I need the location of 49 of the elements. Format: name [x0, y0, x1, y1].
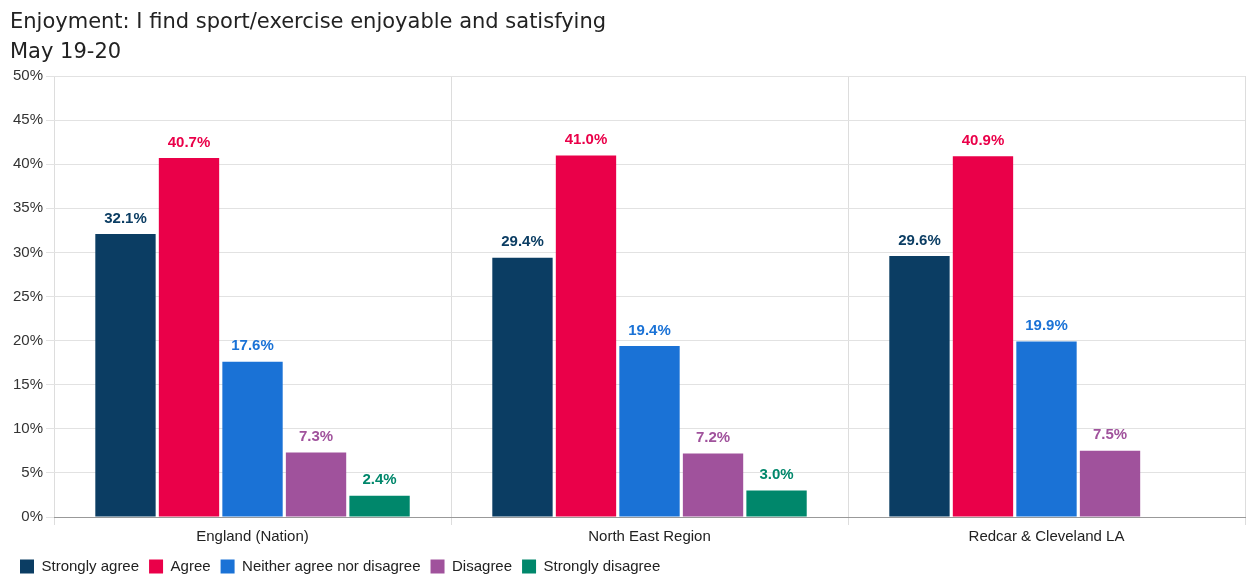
- y-tick-label: 20%: [12, 330, 44, 348]
- chart-title: Enjoyment: I find sport/exercise enjoyable and satisfying: [10, 8, 607, 35]
- data-label: 7.2%: [695, 428, 731, 446]
- data-label: 17.6%: [231, 336, 274, 354]
- x-tick-label: Redcar & Cleveland LA: [968, 527, 1125, 545]
- legend-label: Strongly agree: [41, 556, 140, 574]
- y-tick-label: 10%: [12, 418, 44, 436]
- data-label: 40.9%: [961, 130, 1005, 148]
- data-label: 29.6%: [898, 230, 941, 248]
- legend-label: Neither agree nor disagree: [242, 556, 421, 574]
- bar: [889, 255, 950, 517]
- legend-label: Disagree: [452, 556, 513, 574]
- y-tick-label: 30%: [12, 242, 44, 260]
- data-label: 19.9%: [1025, 316, 1068, 334]
- bar: [222, 361, 283, 517]
- y-tick-label: 50%: [12, 66, 44, 84]
- bar: [555, 155, 617, 517]
- data-label: 41.0%: [564, 130, 608, 148]
- bar: [619, 345, 680, 517]
- y-tick-label: 40%: [12, 154, 44, 172]
- bar: [95, 233, 156, 517]
- bar: [682, 453, 744, 517]
- data-label: 7.3%: [298, 427, 334, 445]
- y-tick-label: 15%: [12, 374, 44, 392]
- bar: [746, 490, 807, 517]
- data-label: 32.1%: [104, 208, 147, 226]
- bar: [158, 158, 220, 517]
- data-label: 2.4%: [362, 470, 397, 488]
- bar: [1016, 341, 1077, 517]
- legend-label: Strongly disagree: [543, 556, 661, 574]
- y-tick-label: 0%: [21, 507, 44, 525]
- bar: [285, 452, 347, 517]
- bar: [349, 495, 410, 517]
- x-tick-label: North East Region: [588, 527, 711, 545]
- data-label: 29.4%: [501, 232, 544, 250]
- bar: [1079, 450, 1141, 517]
- data-label: 3.0%: [759, 465, 794, 483]
- y-tick-label: 5%: [21, 463, 44, 481]
- bar: [952, 156, 1014, 517]
- data-label: 7.5%: [1092, 425, 1128, 443]
- data-label: 40.7%: [167, 132, 211, 150]
- chart-subtitle: May 19-20: [10, 38, 123, 65]
- x-tick-label: England (Nation): [196, 527, 309, 545]
- legend-label: Agree: [170, 556, 211, 574]
- y-tick-label: 35%: [12, 198, 44, 216]
- bar: [492, 257, 553, 517]
- y-tick-label: 45%: [12, 110, 44, 128]
- y-tick-label: 25%: [12, 286, 44, 304]
- data-label: 19.4%: [628, 320, 671, 338]
